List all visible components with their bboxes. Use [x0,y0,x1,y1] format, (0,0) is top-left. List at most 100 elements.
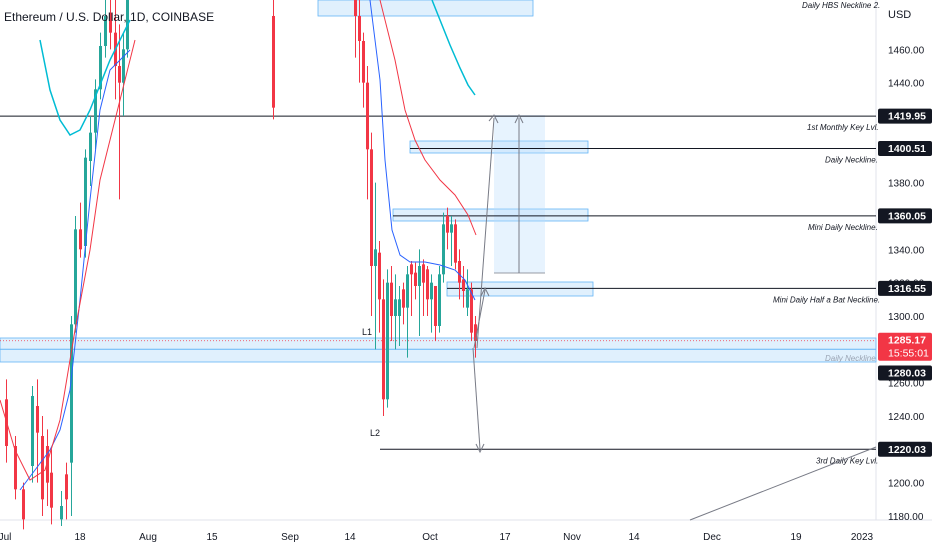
price-tag [878,332,932,361]
candle-body [462,279,465,291]
y-tick-label: 1200.00 [888,479,925,490]
candle-body [414,272,417,286]
y-tick-label: 1240.00 [888,412,925,423]
candle-body [450,224,453,233]
x-tick-label: Dec [703,532,721,543]
price-tag-label: 1400.51 [888,143,926,155]
price-tag [878,365,932,381]
arrow-up-3 [473,289,486,349]
y-tick-label: 1440.00 [888,79,925,90]
arrow-down [472,347,481,450]
x-tick-label: 19 [790,532,802,543]
price-tag-label: 1280.03 [888,368,926,380]
candle-body [36,405,39,433]
arrow-head [514,113,524,124]
candle-body [50,472,53,508]
zone-box [317,0,534,17]
countdown-label: 15:55:01 [888,348,929,360]
x-tick-label: Jul [0,532,11,543]
candle-body [434,285,437,326]
candle-body [438,274,441,326]
zone-box [392,208,589,222]
arrow-up-1 [476,117,495,349]
x-tick-label: Nov [563,532,581,543]
level-label: Mini Daily Half a Bat Neckline. [773,295,880,304]
ma-fast-line [19,49,131,491]
candle-body [398,299,401,316]
zone-box [409,140,589,154]
x-tick-label: 14 [628,532,640,543]
x-tick-label: Sep [281,532,299,543]
price-tag [878,140,932,156]
candle-body [378,252,381,300]
candle-body [94,89,97,133]
y-tick-label: 1300.00 [888,312,925,323]
candle-body [65,474,68,500]
price-tag-label: 1360.05 [888,210,926,222]
candle-body [446,215,449,233]
x-tick-label: 17 [499,532,511,543]
price-tag-label: 1316.55 [888,283,926,295]
candle-body [394,299,397,316]
price-tag [878,108,932,124]
candle-body [358,15,361,41]
price-tag-label: 1419.95 [888,111,926,123]
marker-l2: L2 [370,428,380,438]
zone-box [446,281,594,297]
level-label: Mini Daily Neckline. [808,223,878,232]
y-tick-label: 1340.00 [888,245,925,256]
ma-slow-line-2 [379,0,477,236]
candle-body [89,132,92,161]
x-tick-label: Oct [422,532,438,543]
arrow-head [480,286,490,297]
price-tag [878,208,932,224]
candle-body [272,15,275,108]
y-tick-label: 1180.00 [888,512,924,523]
candle-body [470,289,473,333]
marker-l1: L1 [362,327,372,337]
candle-body [104,15,107,46]
candle-body [354,0,357,16]
x-tick-label: 15 [206,532,218,543]
candle-body [442,224,445,275]
currency-label: USD [888,9,912,21]
candle-body [14,445,17,490]
candle-body [458,260,461,283]
candle-body [474,324,477,341]
symbol-title: Ethereum / U.S. Dollar, 1D, COINBASE [4,10,215,24]
level-label: 1st Monthly Key Lvl. [807,123,879,132]
level-label-top: Daily HBS Neckline 2. [802,1,880,10]
candle-body [60,505,63,520]
x-tick-label: 2023 [851,532,874,543]
trend-line [689,446,877,521]
candle-body [99,45,102,90]
candle-body [406,274,409,308]
ma-slow-line [0,39,136,481]
price-tag-label: 1220.03 [888,444,926,456]
y-tick-label: 1260.00 [888,379,925,390]
candle-body [426,269,429,300]
candle-body [122,49,125,83]
candle-body [84,157,87,246]
arrow-head [488,114,499,124]
zone-box [0,337,877,363]
ma-long-line-2 [431,0,476,96]
candle-body [422,264,425,283]
candle-body [74,229,77,325]
x-tick-label: Aug [139,532,157,543]
candle-body [466,289,469,308]
candle-body [386,282,389,400]
level-label: Daily Neckline. [825,155,878,164]
y-tick-label: 1460.00 [888,45,925,56]
candle-body [410,264,413,275]
candle-body [418,265,421,286]
level-label: Daily Neckline [825,354,876,363]
candle-body [454,224,457,263]
candle-body [118,65,121,83]
price-tag [878,280,932,296]
price-tag-label: 1285.17 [888,335,926,347]
candle-body [390,282,393,316]
candle-body [46,445,49,483]
candle-body [382,299,385,400]
